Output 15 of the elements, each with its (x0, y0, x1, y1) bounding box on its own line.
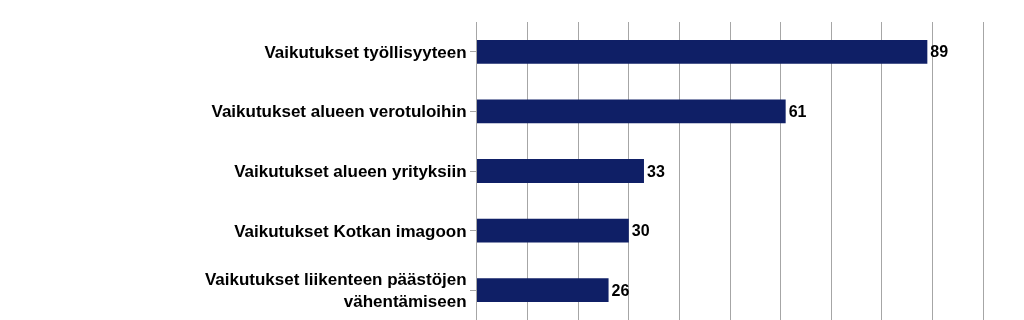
data-label: 26 (611, 281, 630, 299)
y-tick-label: Vaikutukset työllisyyteen (264, 42, 467, 62)
data-label: 30 (631, 222, 650, 240)
y-tick-label: Vaikutukset alueen verotuloihin (211, 102, 467, 122)
data-label: 61 (788, 102, 807, 120)
bar (477, 218, 629, 243)
data-label: 33 (646, 162, 665, 180)
bar (477, 39, 928, 64)
y-tick-label: Vaikutukset Kotkan imagoon (234, 221, 467, 241)
y-tick-label: Vaikutukset alueen yrityksiin (234, 161, 467, 181)
bar (477, 278, 609, 303)
bar (477, 159, 644, 183)
y-tick-label: Vaikutukset liikenteen päästöjen vähentämiseen (204, 270, 467, 312)
bar (477, 99, 786, 124)
data-label: 89 (930, 43, 949, 61)
